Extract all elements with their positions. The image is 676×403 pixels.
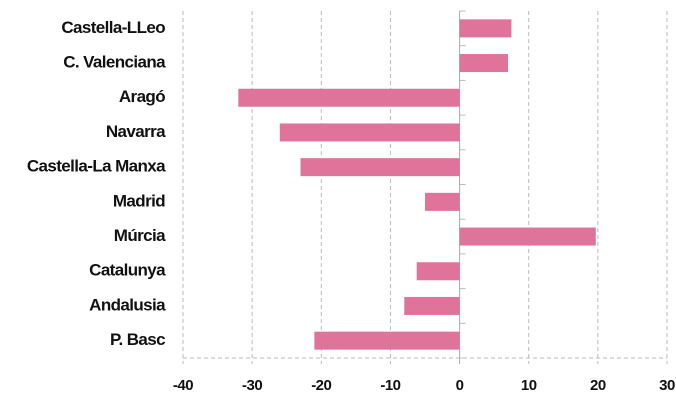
bar xyxy=(459,227,596,246)
y-tick-label: C. Valenciana xyxy=(63,53,166,72)
x-tick-label: 20 xyxy=(590,377,606,394)
y-tick-label: Madrid xyxy=(113,191,165,210)
bar xyxy=(459,54,508,73)
bar xyxy=(416,262,460,281)
x-tick-label: -10 xyxy=(380,377,400,394)
bar xyxy=(404,296,460,315)
x-tick-label: 0 xyxy=(456,377,464,394)
y-tick-label: Castella-La Manxa xyxy=(27,157,166,176)
x-tick-label: -30 xyxy=(242,377,262,394)
bar xyxy=(314,331,460,350)
x-tick-label: -20 xyxy=(311,377,331,394)
x-tick-label: 30 xyxy=(659,377,675,394)
y-tick-label: Múrcia xyxy=(114,226,166,245)
bar xyxy=(238,88,460,107)
y-tick-label: Andalusia xyxy=(89,295,166,314)
y-tick-label: Catalunya xyxy=(89,261,166,280)
x-tick-label: 10 xyxy=(521,377,537,394)
y-tick-label: P. Basc xyxy=(110,330,165,349)
x-tick-label: -40 xyxy=(173,377,193,394)
bar xyxy=(279,123,460,142)
y-tick-label: Aragó xyxy=(119,87,165,106)
bar xyxy=(300,158,460,177)
bar xyxy=(425,192,460,211)
y-tick-label: Navarra xyxy=(106,122,166,141)
bar xyxy=(459,19,512,38)
y-tick-label: Castella-LLeo xyxy=(61,18,165,37)
